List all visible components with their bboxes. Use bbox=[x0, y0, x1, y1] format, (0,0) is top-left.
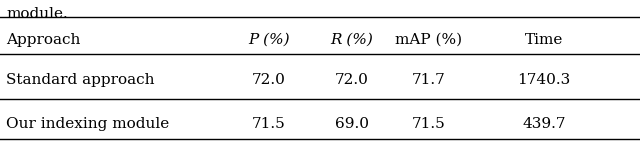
Text: 439.7: 439.7 bbox=[522, 117, 566, 130]
Text: 71.7: 71.7 bbox=[412, 73, 445, 86]
Text: Standard approach: Standard approach bbox=[6, 73, 155, 86]
Text: Time: Time bbox=[525, 33, 563, 47]
Text: 72.0: 72.0 bbox=[252, 73, 285, 86]
Text: 69.0: 69.0 bbox=[335, 117, 369, 130]
Text: 1740.3: 1740.3 bbox=[517, 73, 571, 86]
Text: Our indexing module: Our indexing module bbox=[6, 117, 170, 130]
Text: Approach: Approach bbox=[6, 33, 81, 47]
Text: 71.5: 71.5 bbox=[412, 117, 445, 130]
Text: 72.0: 72.0 bbox=[335, 73, 369, 86]
Text: R (%): R (%) bbox=[331, 33, 373, 47]
Text: 71.5: 71.5 bbox=[252, 117, 285, 130]
Text: module.: module. bbox=[6, 7, 68, 21]
Text: P (%): P (%) bbox=[248, 33, 290, 47]
Text: mAP (%): mAP (%) bbox=[396, 33, 462, 47]
